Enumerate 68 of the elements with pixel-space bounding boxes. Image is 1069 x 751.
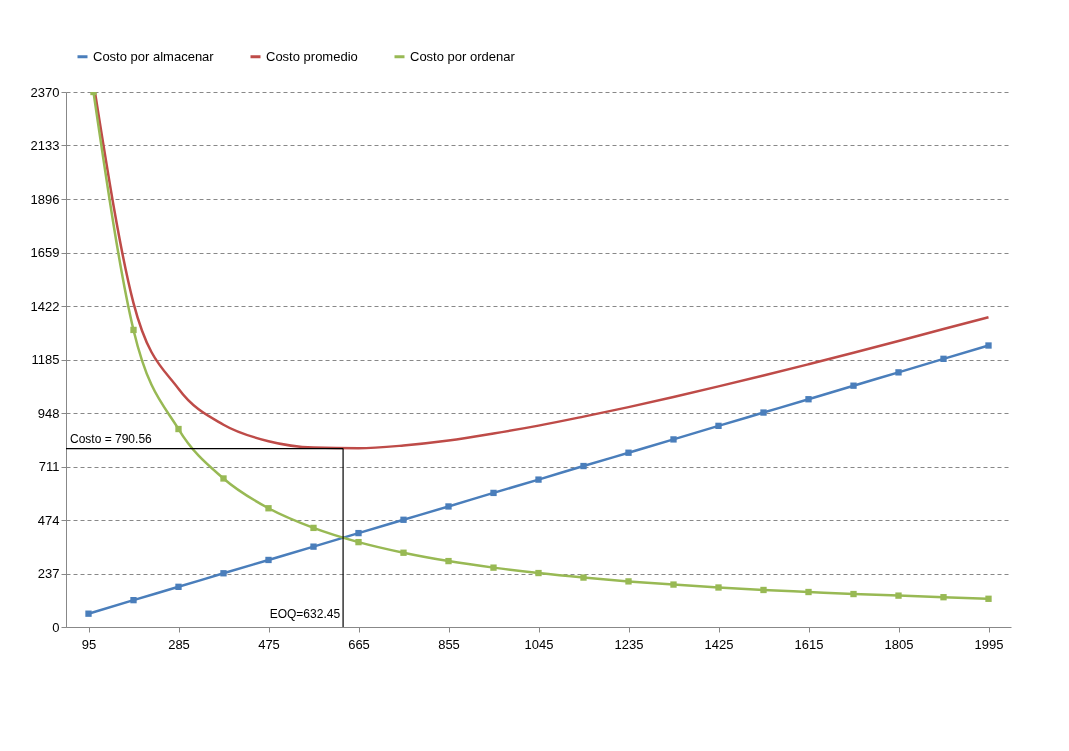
point — [400, 549, 407, 556]
point — [940, 355, 947, 362]
ref-line-label: Costo = 790.56 — [70, 431, 153, 446]
point — [310, 524, 317, 532]
point — [355, 529, 362, 537]
y-tick-label: 1422 — [30, 298, 60, 314]
point — [490, 564, 497, 571]
point — [670, 436, 677, 443]
y-tick-label: 237 — [37, 566, 60, 581]
point — [760, 409, 767, 416]
point — [355, 538, 362, 546]
point — [220, 475, 227, 482]
x-tick-label: 1805 — [884, 636, 914, 652]
point — [850, 590, 857, 598]
x-tick-label: 95 — [81, 636, 97, 652]
x-tick-label: 665 — [348, 636, 370, 652]
point — [400, 516, 407, 523]
point — [85, 610, 92, 617]
point — [850, 382, 857, 389]
y-tick-label: 1659 — [30, 245, 60, 260]
x-tick-label: 855 — [438, 636, 460, 652]
point — [490, 489, 497, 497]
point — [310, 543, 317, 550]
point — [895, 592, 902, 599]
point — [625, 578, 632, 585]
y-tick-label: 948 — [37, 405, 60, 421]
point — [985, 595, 992, 602]
x-tick-label: 1235 — [614, 636, 644, 652]
point — [625, 449, 632, 456]
x-tick-label: 1045 — [524, 636, 554, 652]
point — [175, 583, 182, 590]
point — [175, 425, 182, 433]
y-tick-label: 2370 — [30, 84, 60, 100]
point — [985, 342, 992, 349]
point — [130, 326, 137, 334]
point — [535, 476, 542, 483]
point — [760, 586, 767, 594]
point — [130, 596, 137, 604]
y-tick-label: 0 — [52, 619, 60, 635]
point — [265, 556, 272, 564]
point — [445, 503, 452, 510]
point — [715, 584, 722, 591]
point — [940, 594, 947, 601]
point — [580, 574, 587, 581]
y-tick-label: 1896 — [30, 191, 60, 207]
point — [265, 505, 272, 512]
y-tick-label: 1185 — [31, 352, 60, 367]
point — [220, 570, 227, 577]
legend-label: Costo por ordenar — [410, 48, 516, 64]
y-tick-label: 2133 — [30, 138, 60, 153]
x-tick-label: 285 — [168, 636, 190, 652]
x-tick-label: 1995 — [974, 636, 1004, 652]
ref-line-label: EOQ=632.45 — [269, 607, 341, 621]
y-tick-label: 474 — [37, 512, 60, 528]
x-tick-label: 1615 — [794, 636, 824, 652]
point — [715, 422, 722, 430]
point — [670, 581, 677, 588]
y-tick-label: 711 — [38, 459, 60, 474]
point — [535, 569, 542, 577]
x-tick-label: 475 — [258, 636, 280, 652]
point — [805, 588, 812, 596]
legend-label: Costo por almacenar — [93, 48, 215, 64]
x-tick-label: 1425 — [704, 636, 734, 652]
point — [805, 396, 812, 403]
point — [445, 557, 452, 565]
point — [580, 462, 587, 470]
point — [895, 369, 902, 376]
legend-label: Costo promedio — [266, 48, 358, 64]
